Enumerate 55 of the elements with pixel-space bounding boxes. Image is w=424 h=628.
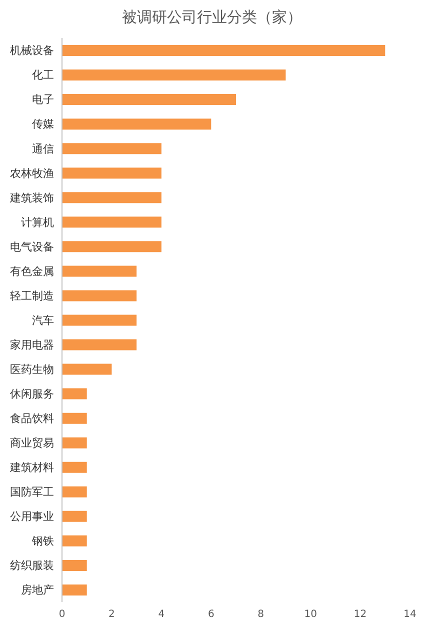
bar [62, 118, 212, 130]
bar [62, 412, 87, 424]
y-tick-label: 医药生物 [10, 362, 54, 376]
bar [62, 388, 87, 400]
bar [62, 266, 137, 277]
y-tick-label: 商业贸易 [10, 436, 54, 450]
bar [62, 216, 162, 228]
y-tick-label: 建筑装饰 [9, 191, 54, 204]
y-tick-label: 纺织服装 [10, 559, 54, 572]
x-tick-label: 4 [158, 609, 165, 620]
bar [62, 314, 137, 326]
x-tick-label: 2 [108, 609, 115, 620]
bar [62, 486, 87, 498]
bar [62, 364, 112, 375]
x-tick-label: 10 [304, 609, 317, 620]
x-tick-label: 6 [208, 609, 214, 620]
bar [62, 94, 236, 106]
y-tick-label: 建筑材料 [9, 461, 54, 474]
y-tick-label: 休闲服务 [10, 387, 54, 400]
bar [62, 560, 87, 571]
y-tick-label: 通信 [32, 142, 54, 156]
bar [62, 192, 162, 204]
y-tick-label: 家用电器 [10, 338, 54, 352]
y-tick-label: 化工 [32, 68, 54, 82]
bar [62, 290, 137, 302]
bar [62, 535, 87, 546]
y-tick-label: 食品饮料 [10, 412, 54, 425]
y-tick-label: 汽车 [32, 314, 54, 327]
y-tick-label: 农林牧渔 [10, 166, 54, 180]
bar [62, 437, 87, 448]
y-tick-label: 房地产 [21, 584, 54, 597]
bar [62, 584, 87, 596]
y-tick-label: 有色金属 [10, 264, 54, 278]
bar [62, 510, 87, 522]
y-tick-label: 传媒 [32, 118, 54, 131]
bar [62, 168, 162, 179]
y-tick-label: 电气设备 [10, 240, 54, 254]
bar [62, 241, 162, 252]
y-tick-label: 轻工制造 [10, 289, 54, 302]
x-tick-label: 8 [258, 609, 264, 620]
y-tick-label: 钢铁 [31, 534, 54, 548]
bar [62, 462, 87, 473]
bar [62, 70, 286, 81]
bar [62, 143, 162, 154]
y-tick-label: 计算机 [21, 216, 54, 229]
y-tick-label: 国防军工 [10, 486, 54, 499]
bar [62, 339, 137, 350]
x-tick-label: 0 [58, 609, 66, 620]
x-tick-label: 12 [354, 609, 367, 620]
y-tick-label: 机械设备 [10, 44, 54, 58]
y-tick-label: 电子 [32, 93, 54, 106]
y-tick-label: 公用事业 [10, 510, 54, 524]
chart-title: 被调研公司行业分类（家） [121, 7, 303, 28]
bar [62, 45, 386, 56]
x-tick-label: 14 [404, 609, 416, 620]
